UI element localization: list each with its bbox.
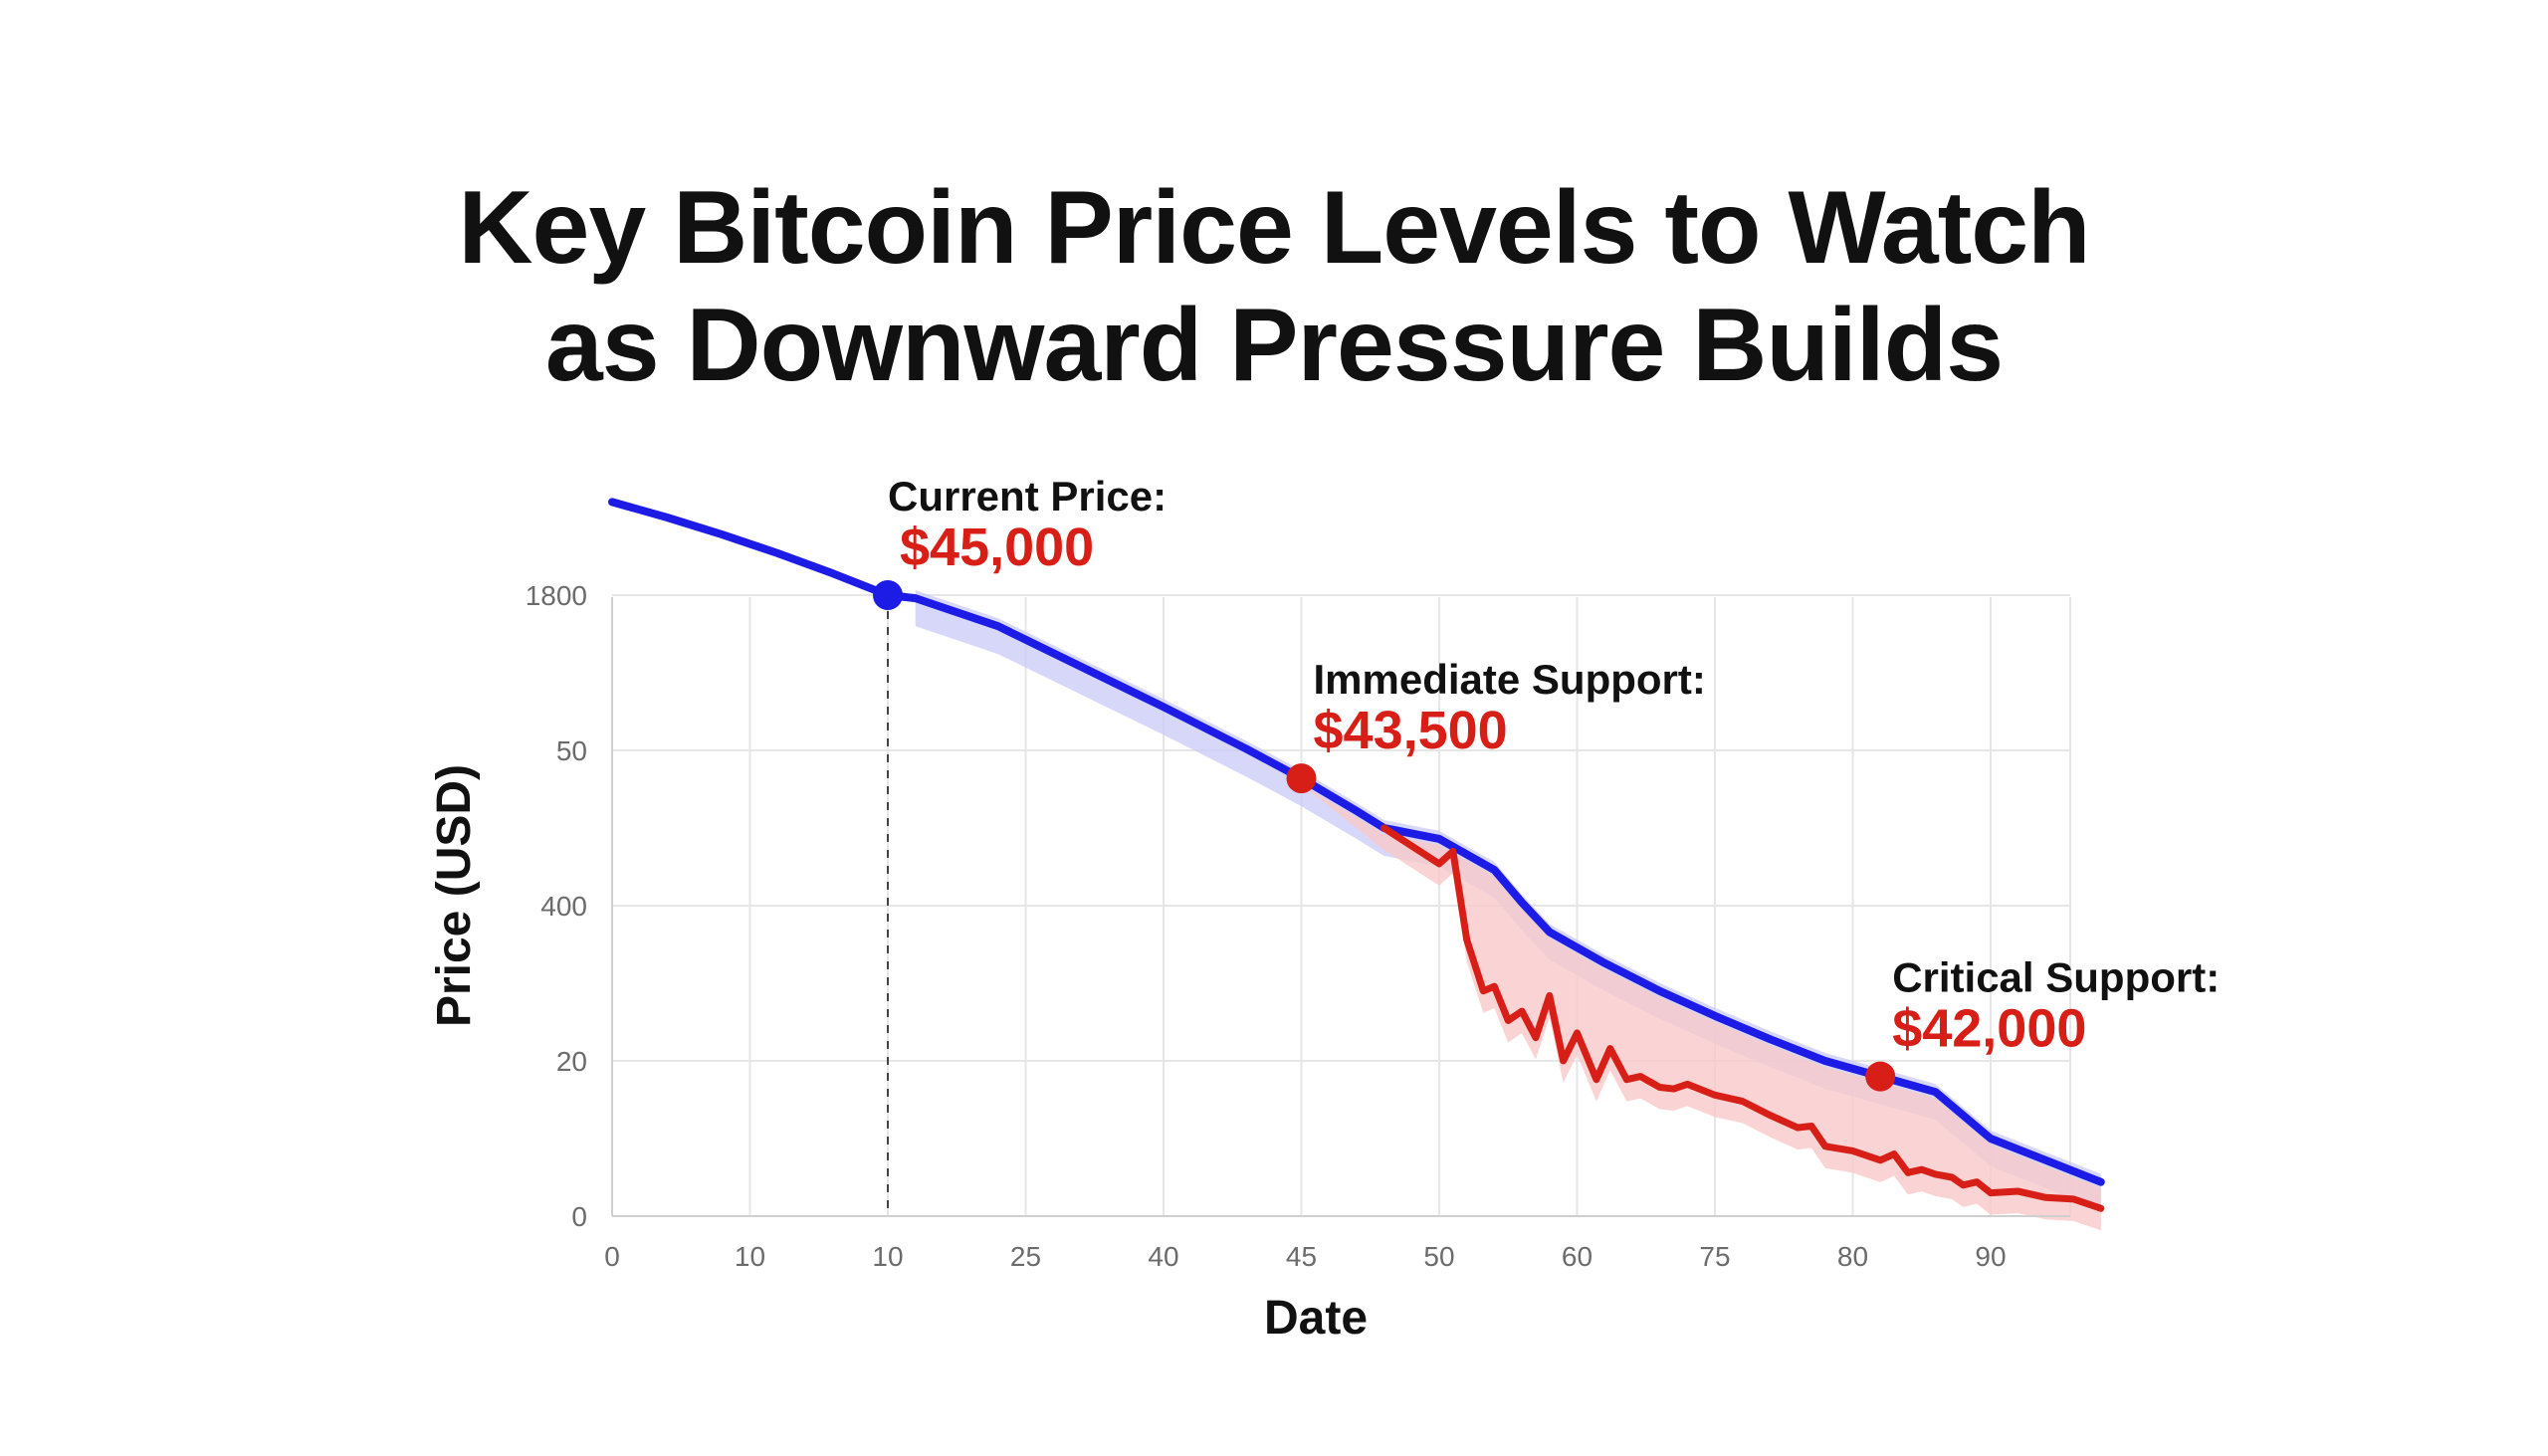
x-tick-label: 75 [1699,1241,1730,1272]
annotation-marker [1286,763,1317,794]
chart-title: Key Bitcoin Price Levels to Watch as Dow… [0,169,2548,404]
annotation-label: Immediate Support: [1314,656,1706,703]
price-series-line [608,498,2105,1186]
chart-title-line-1: Key Bitcoin Price Levels to Watch [458,170,2090,286]
annotation-marker [873,580,903,610]
x-tick-label: 0 [604,1241,620,1272]
drop-uncertainty-band [1301,784,2101,1231]
y-tick-label: 0 [571,1201,587,1232]
annotation-value: $43,500 [1314,701,1508,760]
drop-series-line [1380,824,2105,1212]
annotation-label: Critical Support: [1892,954,2220,1001]
x-tick-label: 10 [735,1241,765,1272]
y-tick-label: 400 [540,891,587,922]
x-tick-label: 45 [1286,1241,1317,1272]
x-tick-label: 10 [872,1241,903,1272]
x-tick-label: 80 [1837,1241,1868,1272]
annotation-marker [1865,1061,1896,1092]
x-tick-label: 60 [1562,1241,1592,1272]
series [608,498,2105,1212]
y-axis-title: Price (USD) [428,764,481,1027]
axes: 0 10 10 25 40 45 50 60 75 80 90 0 20 400 50 1800 Date Pri… [428,580,2070,1345]
y-tick-label: 50 [556,735,587,766]
x-axis-title: Date [1264,1292,1368,1345]
y-tick-label: 1800 [526,580,587,611]
x-tick-label: 40 [1148,1241,1178,1272]
x-tick-label: 25 [1010,1241,1041,1272]
x-tick-label: 90 [1975,1241,2006,1272]
y-tick-label: 20 [556,1046,587,1077]
annotation-value: $42,000 [1892,999,2086,1059]
x-tick-label: 50 [1423,1241,1454,1272]
chart-title-line-2: as Downward Pressure Builds [544,288,2004,403]
annotation-label: Current Price: [888,473,1167,520]
markers [873,580,1896,1092]
annotation-value: $45,000 [900,518,1094,577]
